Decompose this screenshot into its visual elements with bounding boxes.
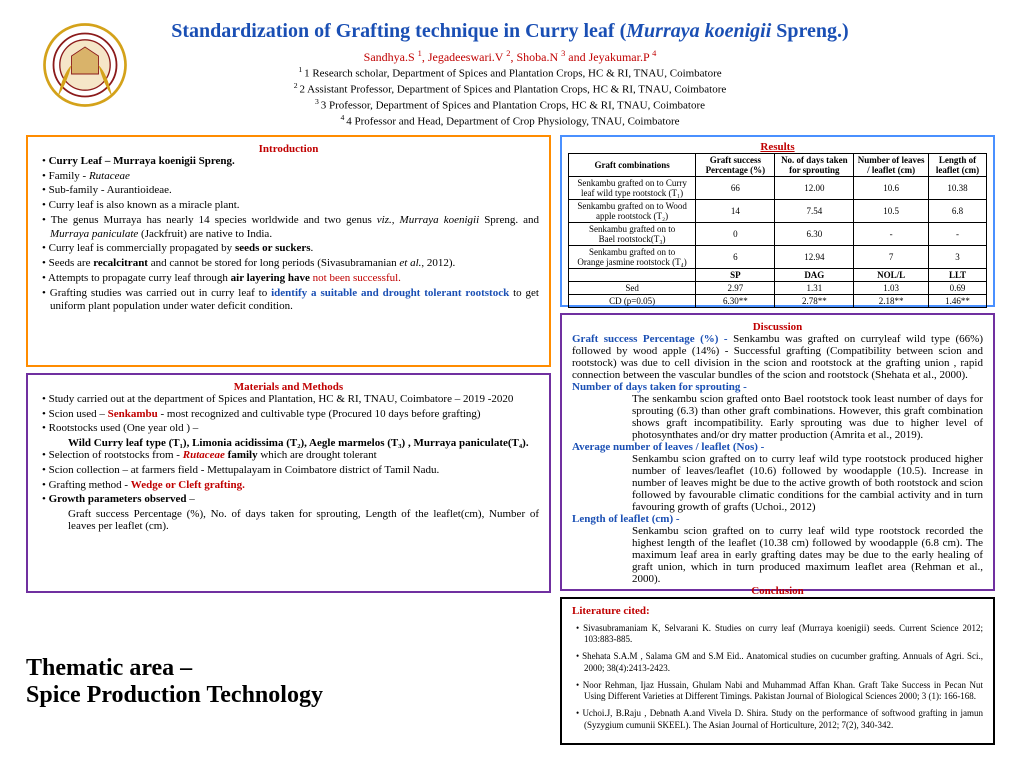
thematic-area: Thematic area – Spice Production Technol… — [26, 655, 323, 709]
disc-h4: Length of leaflet (cm) - — [572, 513, 983, 525]
introduction-box: Introduction Curry Leaf – Murraya koenig… — [26, 135, 551, 367]
intro-heading: Introduction — [38, 143, 539, 155]
intro-list: Curry Leaf – Murraya koenigii Spreng. Fa… — [38, 155, 539, 314]
affiliation-3: 3 3 Professor, Department of Spices and … — [0, 97, 1020, 113]
affiliation-1: 1 1 Research scholar, Department of Spic… — [0, 65, 1020, 81]
disc-p1: Graft success Percentage (%) - Senkambu … — [572, 333, 983, 381]
disc-h2: Number of days taken for sprouting - — [572, 381, 983, 393]
literature-box: Literature cited: Sivasubramaniam K, Sel… — [560, 597, 995, 745]
results-heading: Results — [568, 141, 987, 153]
authors: Sandhya.S 1, Jegadeeswari.V 2, Shoba.N 3… — [0, 49, 1020, 65]
poster-title: Standardization of Grafting technique in… — [0, 20, 1020, 43]
results-box: Results Graft combinationsGraft success … — [560, 135, 995, 307]
conclusion-heading: Conclusion — [572, 585, 983, 597]
affiliation-4: 4 4 Professor and Head, Department of Cr… — [0, 113, 1020, 129]
lit-list: Sivasubramaniam K, Selvarani K. Studies … — [572, 623, 983, 731]
affiliation-2: 2 2 Assistant Professor, Department of S… — [0, 81, 1020, 97]
methods-list: Study carried out at the department of S… — [38, 393, 539, 436]
lit-heading: Literature cited: — [572, 605, 983, 617]
university-logo — [40, 20, 130, 110]
results-table: Graft combinationsGraft success Percenta… — [568, 153, 987, 308]
discussion-box: Discussion Graft success Percentage (%) … — [560, 313, 995, 591]
discussion-heading: Discussion — [572, 321, 983, 333]
methods-box: Materials and Methods Study carried out … — [26, 373, 551, 593]
disc-p3: Senkambu scion grafted on to curry leaf … — [572, 453, 983, 513]
disc-h3: Average number of leaves / leaflet (Nos)… — [572, 441, 983, 453]
disc-p2: The senkambu scion grafted onto Bael roo… — [572, 393, 983, 441]
poster-header: Standardization of Grafting technique in… — [0, 0, 1020, 129]
disc-p4: Senkambu scion grafted on to curry leaf … — [572, 525, 983, 585]
methods-heading: Materials and Methods — [38, 381, 539, 393]
